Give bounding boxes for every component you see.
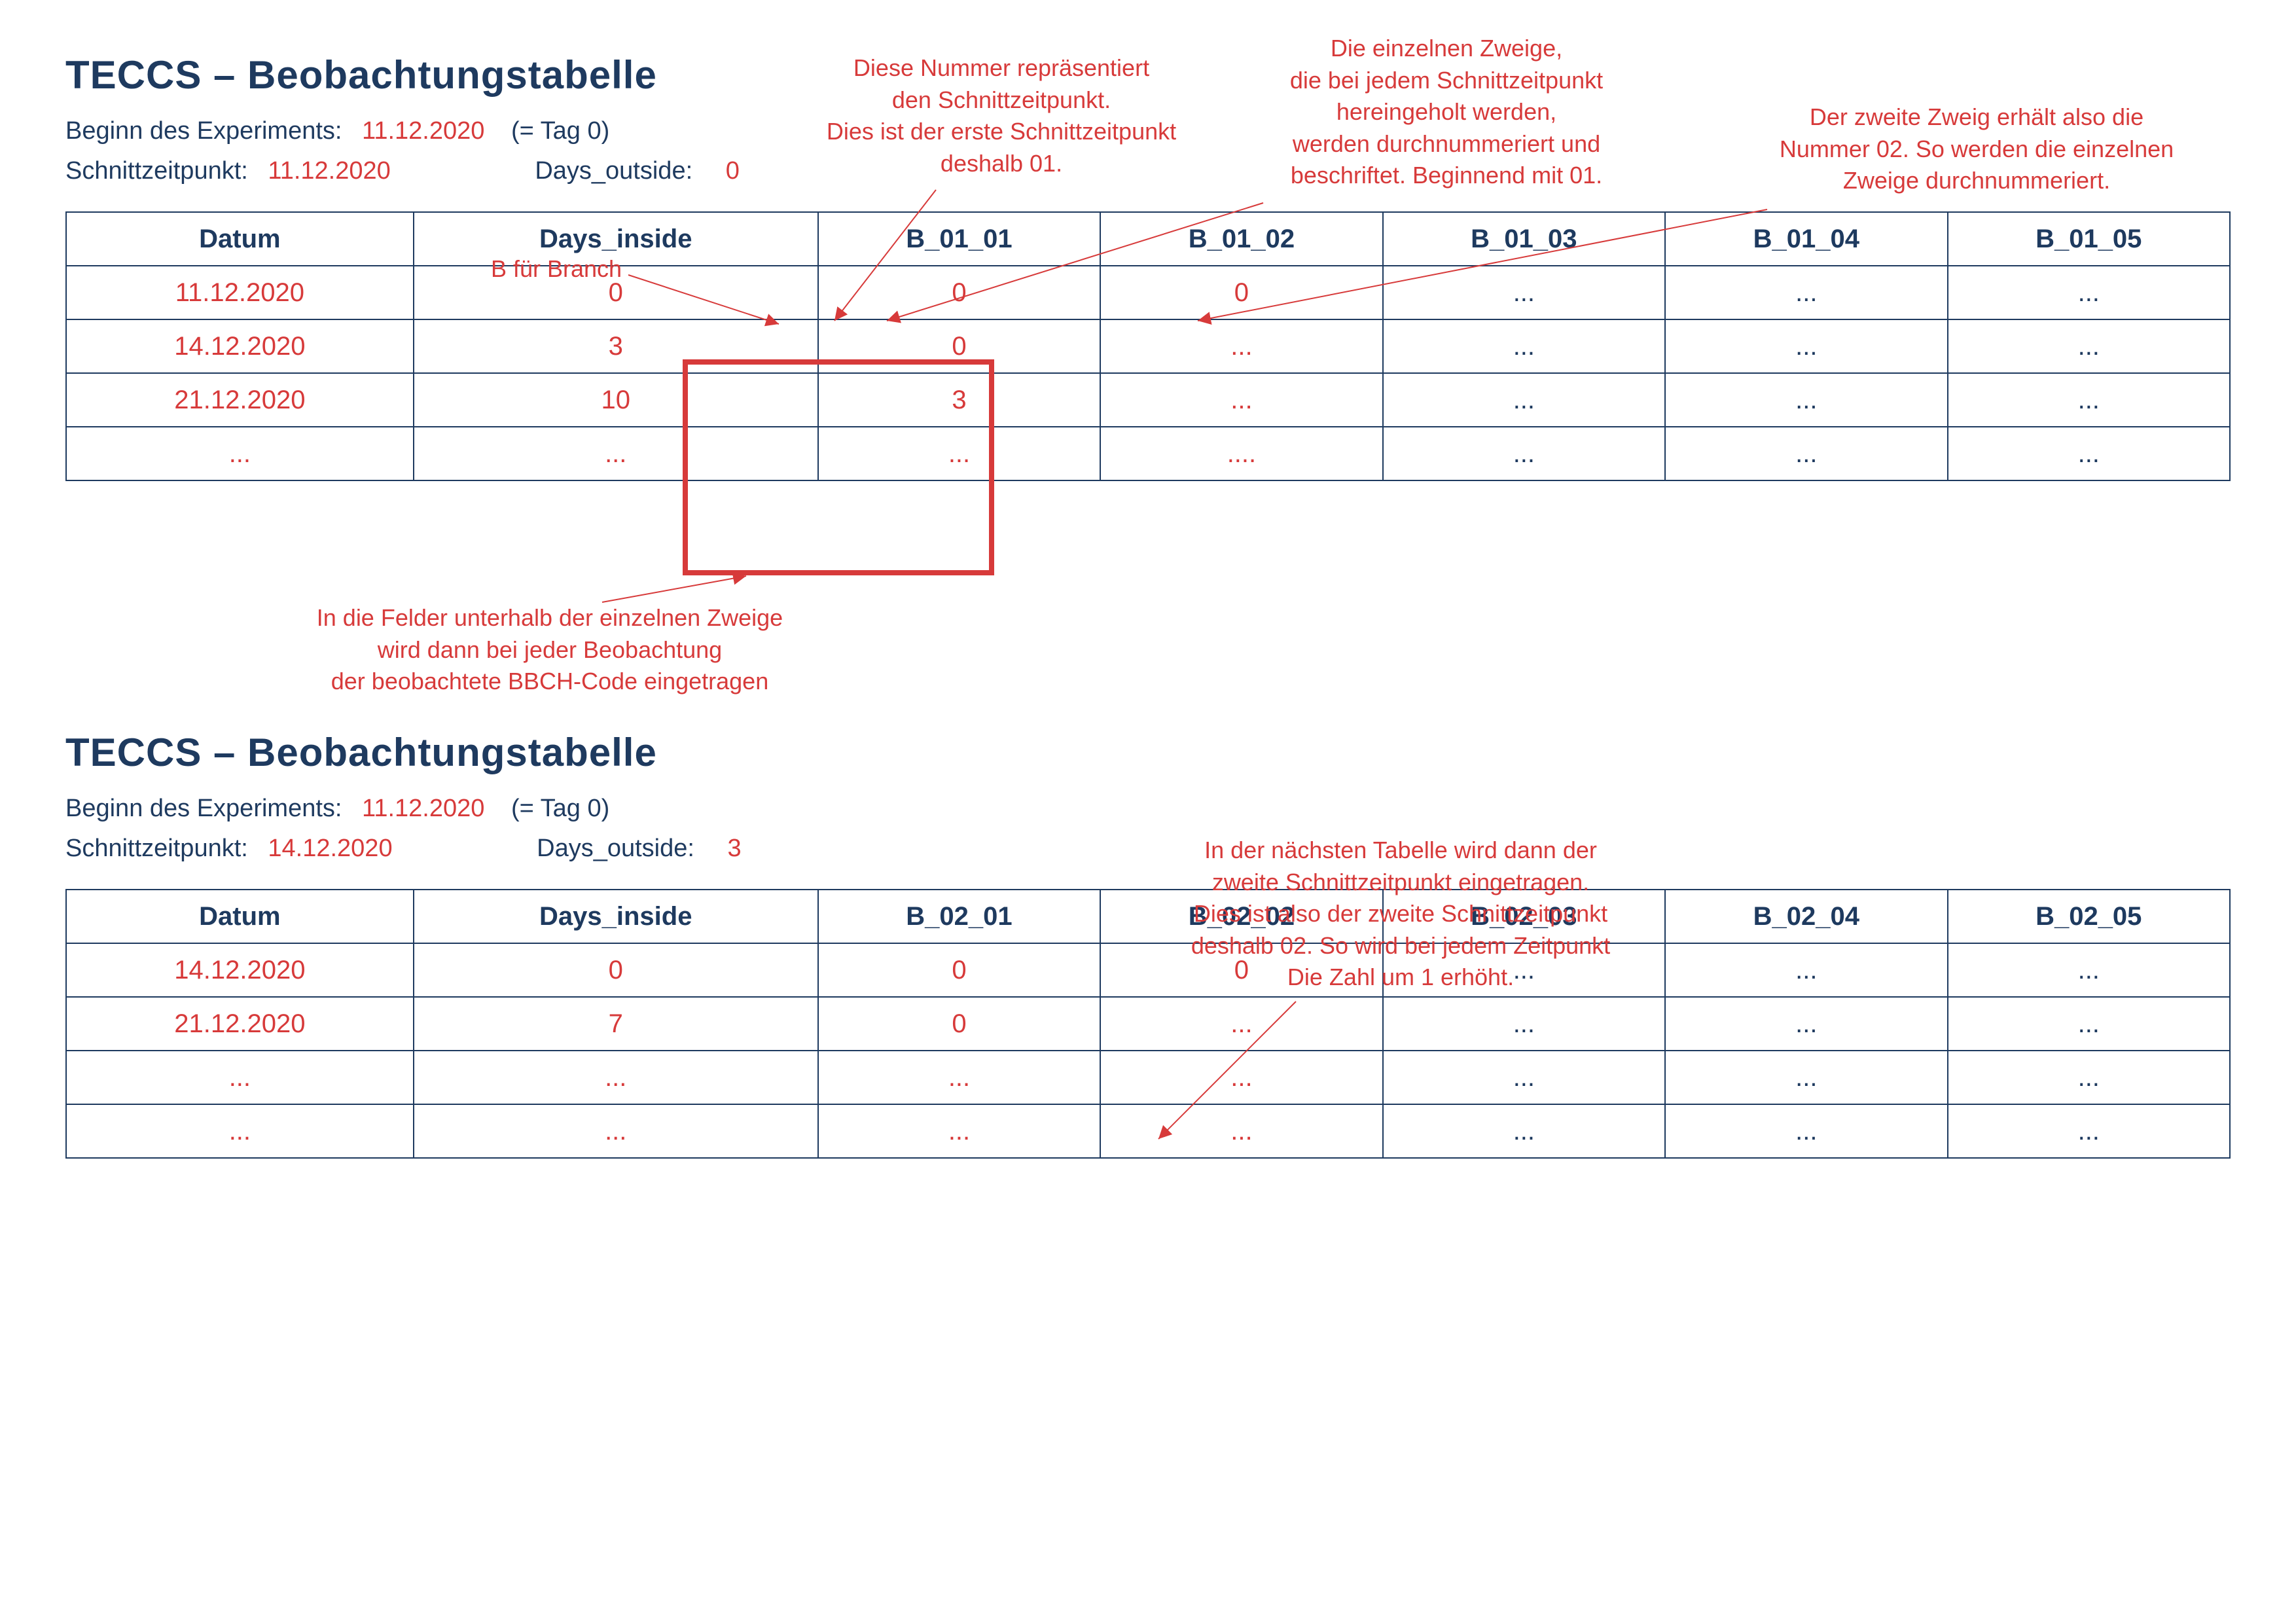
table-cell: 0 — [818, 266, 1100, 319]
table-cell: ... — [1948, 1051, 2230, 1104]
experiment-date: 11.12.2020 — [362, 795, 484, 822]
table-cell: ... — [1948, 997, 2230, 1051]
table-cell: ... — [1383, 266, 1665, 319]
table-cell: 10 — [414, 373, 818, 427]
schnitt-date: 14.12.2020 — [268, 835, 392, 862]
table-cell: ... — [1948, 319, 2230, 373]
table-cell: ... — [1100, 373, 1382, 427]
table-cell: 14.12.2020 — [66, 319, 414, 373]
annotation-nummer02: Der zweite Zweig erhält also dieNummer 0… — [1734, 101, 2219, 197]
annotation-next-table: In der nächsten Tabelle wird dann derzwe… — [1132, 835, 1669, 994]
table-cell: 0 — [818, 319, 1100, 373]
table-cell: ... — [1665, 997, 1947, 1051]
column-header: B_02_01 — [818, 890, 1100, 943]
column-header: B_01_01 — [818, 212, 1100, 266]
table-row: 14.12.202030............ — [66, 319, 2230, 373]
table-cell: ... — [1383, 373, 1665, 427]
annotation-bbch: In die Felder unterhalb der einzelnen Zw… — [249, 602, 851, 698]
column-header: B_01_05 — [1948, 212, 2230, 266]
column-header: Days_inside — [414, 890, 818, 943]
table-cell: ... — [1665, 427, 1947, 480]
table-cell: 0 — [818, 997, 1100, 1051]
table-cell: ... — [1383, 997, 1665, 1051]
table-cell: 3 — [414, 319, 818, 373]
column-header: B_01_03 — [1383, 212, 1665, 266]
table-cell: ... — [1948, 427, 2230, 480]
experiment-label: Beginn des Experiments: — [65, 795, 342, 822]
column-header: B_01_04 — [1665, 212, 1947, 266]
table-cell: 21.12.2020 — [66, 997, 414, 1051]
table-cell: ... — [1665, 1104, 1947, 1158]
column-header: B_02_04 — [1665, 890, 1947, 943]
table-row: ..................... — [66, 1104, 2230, 1158]
experiment-date: 11.12.2020 — [362, 117, 484, 145]
table-cell: ... — [1948, 943, 2230, 997]
table-row: 21.12.202070............ — [66, 997, 2230, 1051]
schnitt-label: Schnittzeitpunkt: — [65, 835, 248, 862]
table-cell: ... — [818, 1104, 1100, 1158]
table-cell: 14.12.2020 — [66, 943, 414, 997]
table-cell: 0 — [1100, 266, 1382, 319]
table-cell: 11.12.2020 — [66, 266, 414, 319]
table-cell: ... — [1100, 319, 1382, 373]
table-cell: ... — [1948, 1104, 2230, 1158]
table-cell: ... — [414, 1051, 818, 1104]
table-cell: ... — [66, 1104, 414, 1158]
table-cell: ... — [1665, 1051, 1947, 1104]
table-cell: ... — [1948, 373, 2230, 427]
table-cell: .... — [1100, 427, 1382, 480]
table-cell: ... — [1383, 1104, 1665, 1158]
days-outside-val: 0 — [726, 157, 740, 185]
table-cell: ... — [1665, 266, 1947, 319]
table-row: 11.12.2020000......... — [66, 266, 2230, 319]
table-cell: ... — [414, 427, 818, 480]
table-1: DatumDays_insideB_01_01B_01_02B_01_03B_0… — [65, 211, 2231, 481]
table-cell: ... — [414, 1104, 818, 1158]
days-outside-label: Days_outside: — [537, 835, 694, 862]
table-cell: ... — [66, 427, 414, 480]
table-row: ...................... — [66, 427, 2230, 480]
table-cell: ... — [1383, 427, 1665, 480]
column-header: Datum — [66, 212, 414, 266]
table-row: ..................... — [66, 1051, 2230, 1104]
branch-note: B für Branch — [452, 255, 661, 283]
tag-label: (= Tag 0) — [511, 117, 609, 145]
table-cell: ... — [1383, 1051, 1665, 1104]
column-header: B_01_02 — [1100, 212, 1382, 266]
table-cell: ... — [1100, 1051, 1382, 1104]
table-cell: ... — [66, 1051, 414, 1104]
table-cell: ... — [818, 1051, 1100, 1104]
column-header: Datum — [66, 890, 414, 943]
annotation-zweige: Die einzelnen Zweige,die bei jedem Schni… — [1230, 33, 1662, 192]
table-cell: ... — [1948, 266, 2230, 319]
schnitt-label: Schnittzeitpunkt: — [65, 157, 248, 185]
table-cell: 7 — [414, 997, 818, 1051]
table-row: 21.12.2020103............ — [66, 373, 2230, 427]
table-cell: 0 — [818, 943, 1100, 997]
table-cell: ... — [1100, 1104, 1382, 1158]
table-cell: ... — [1383, 319, 1665, 373]
table-cell: ... — [1100, 997, 1382, 1051]
table-cell: ... — [1665, 319, 1947, 373]
column-header: B_02_05 — [1948, 890, 2230, 943]
table-cell: 21.12.2020 — [66, 373, 414, 427]
meta-experiment-2: Beginn des Experiments: 11.12.2020 (= Ta… — [65, 795, 2231, 823]
schnitt-date: 11.12.2020 — [268, 157, 390, 185]
tag-label: (= Tag 0) — [511, 795, 609, 822]
table-cell: 0 — [414, 943, 818, 997]
table-cell: ... — [1665, 943, 1947, 997]
table-cell: ... — [1665, 373, 1947, 427]
table-cell: ... — [818, 427, 1100, 480]
annotation-schnittzeitpunkt: Diese Nummer repräsentiertden Schnittzei… — [766, 52, 1237, 179]
title-2: TECCS – Beobachtungstabelle — [65, 730, 2231, 775]
table-cell: 3 — [818, 373, 1100, 427]
days-outside-label: Days_outside: — [535, 157, 692, 185]
experiment-label: Beginn des Experiments: — [65, 117, 342, 145]
days-outside-val: 3 — [728, 835, 742, 862]
